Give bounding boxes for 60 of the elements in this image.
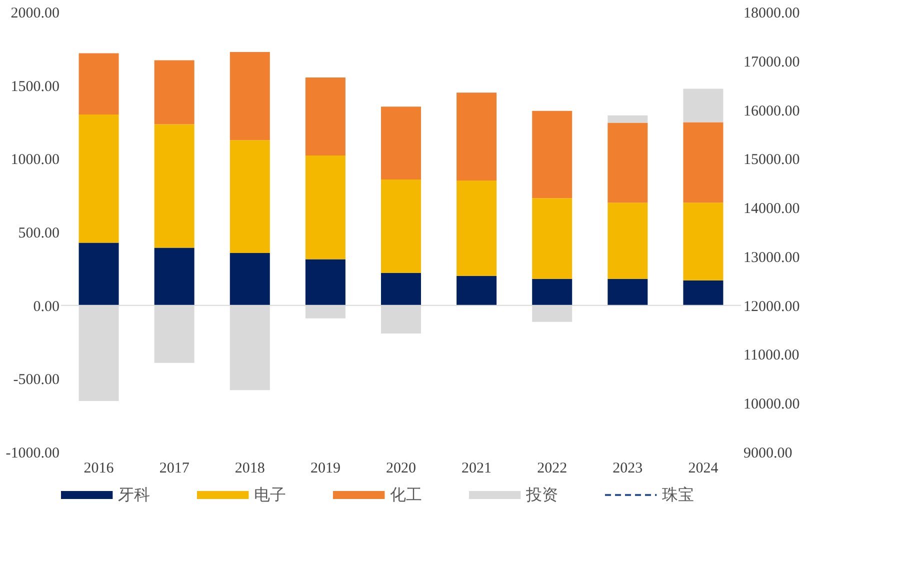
- y2-tick-label: 15000.00: [744, 152, 800, 168]
- x-tick-label: 2022: [537, 460, 568, 476]
- bar: [154, 60, 194, 124]
- bar: [381, 272, 421, 306]
- bar: [608, 115, 648, 123]
- bar: [456, 180, 497, 276]
- y-tick-label: -1000.00: [6, 446, 60, 462]
- y-tick-label: -500.00: [13, 372, 60, 388]
- y2-tick-label: 11000.00: [744, 348, 800, 364]
- bar: [230, 140, 270, 253]
- bar: [532, 198, 572, 279]
- x-tick-label: 2017: [159, 460, 190, 476]
- y-tick-label: 2000.00: [10, 6, 60, 22]
- y2-tick-label: 18000.00: [744, 6, 800, 22]
- legend-label: 电子: [254, 486, 286, 504]
- y2-tick-label: 10000.00: [744, 396, 800, 413]
- y2-tick-label: 17000.00: [744, 54, 800, 70]
- y-tick-label: 0.00: [33, 298, 60, 315]
- bar: [305, 259, 346, 306]
- bar: [78, 53, 119, 115]
- legend-label: 化工: [390, 487, 422, 504]
- y2-tick-label: 14000.00: [744, 201, 800, 218]
- legend-label: 投资: [525, 486, 558, 504]
- y-tick-label: 1500.00: [10, 78, 60, 95]
- bar: [608, 202, 648, 279]
- bar: [683, 280, 724, 306]
- bar: [532, 110, 572, 198]
- bar: [381, 106, 421, 180]
- legend-label: 珠宝: [662, 486, 694, 504]
- bar: [608, 122, 648, 203]
- bar: [683, 88, 724, 122]
- x-tick-label: 2024: [688, 460, 719, 476]
- bar: [608, 278, 648, 306]
- bar: [230, 252, 270, 306]
- bar: [456, 92, 497, 181]
- y2-tick-label: 12000.00: [744, 298, 800, 315]
- y2-tick-label: 13000.00: [744, 250, 800, 266]
- bar: [683, 122, 724, 203]
- legend-label: 牙科: [118, 486, 150, 504]
- y-tick-label: 1000.00: [10, 152, 60, 168]
- bar: [154, 248, 194, 306]
- bar: [305, 155, 346, 260]
- x-tick-label: 2021: [462, 460, 492, 476]
- bar: [305, 78, 346, 156]
- x-tick-label: 2016: [84, 460, 114, 476]
- x-tick-label: 2019: [310, 460, 340, 476]
- x-tick-label: 2023: [612, 460, 643, 476]
- bar: [230, 52, 270, 140]
- y2-tick-label: 9000.00: [744, 446, 792, 462]
- bar: [532, 278, 572, 306]
- bar: [78, 114, 119, 243]
- bar: [683, 202, 724, 280]
- y2-tick-label: 16000.00: [744, 103, 800, 120]
- bar: [381, 179, 421, 273]
- x-tick-label: 2018: [234, 460, 265, 476]
- bar: [456, 276, 497, 306]
- y-tick-label: 500.00: [18, 226, 60, 242]
- bar: [154, 124, 194, 248]
- x-tick-label: 2020: [386, 460, 416, 476]
- bar: [78, 242, 119, 306]
